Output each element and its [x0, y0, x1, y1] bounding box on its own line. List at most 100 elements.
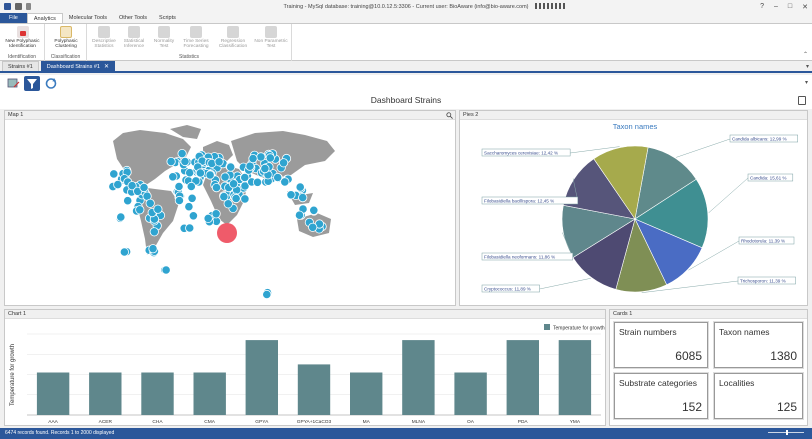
location-marker[interactable] — [286, 190, 296, 200]
bar[interactable] — [245, 340, 278, 415]
bar[interactable] — [402, 340, 435, 415]
location-marker[interactable] — [231, 193, 241, 204]
bar-chart[interactable]: AAA ACER CHA CMA GPYA GPYA+1CaCO3 MA MLNA OA PDA Y… — [5, 320, 605, 426]
location-marker[interactable] — [180, 156, 190, 167]
location-marker[interactable] — [166, 156, 176, 167]
card-localities[interactable]: Localities 125 — [714, 373, 803, 419]
statistical-inference-button[interactable]: Statistical Inference — [119, 26, 149, 49]
location-marker[interactable] — [139, 182, 149, 193]
close-button[interactable]: ✕ — [802, 3, 808, 11]
tab-analytics[interactable]: Analytics — [26, 13, 63, 23]
location-marker[interactable] — [240, 172, 250, 183]
help-button[interactable]: ? — [760, 3, 764, 10]
refresh-button[interactable] — [43, 76, 59, 91]
location-marker[interactable] — [149, 227, 159, 237]
tab-molecular-tools[interactable]: Molecular Tools — [68, 15, 108, 21]
location-marker[interactable] — [174, 181, 184, 192]
doc-tab-strains[interactable]: Strains #1 — [2, 61, 39, 71]
location-marker[interactable] — [168, 172, 178, 182]
location-marker[interactable] — [174, 195, 184, 206]
filter-button[interactable] — [24, 76, 40, 91]
location-marker[interactable] — [188, 211, 198, 221]
location-marker[interactable] — [273, 172, 283, 183]
location-marker[interactable] — [186, 181, 196, 192]
collapse-ribbon-icon[interactable]: ⌃ — [802, 52, 808, 58]
bar[interactable] — [193, 372, 226, 416]
location-marker[interactable] — [220, 172, 230, 182]
tab-file[interactable]: File — [0, 13, 27, 23]
time-series-forecasting-button[interactable]: Time Series Forecasting — [179, 26, 213, 49]
location-marker[interactable] — [119, 247, 130, 257]
zoom-slider[interactable] — [768, 430, 804, 435]
pie-chart[interactable]: Taxon names Candida albicans: 12,99 % Can… — [460, 121, 807, 306]
card-substrate-categories[interactable]: Substrate categories 152 — [614, 373, 708, 419]
location-marker[interactable] — [211, 182, 222, 193]
location-marker[interactable] — [248, 153, 258, 164]
tabs-dropdown-icon[interactable]: ▾ — [805, 64, 809, 70]
polyphasic-clustering-button[interactable]: Polyphasic Clustering — [47, 26, 85, 49]
location-marker[interactable] — [256, 152, 266, 162]
maximize-button[interactable]: □ — [787, 3, 793, 10]
location-marker[interactable] — [185, 223, 195, 233]
customize-icon[interactable] — [26, 3, 31, 10]
location-marker[interactable] — [260, 163, 270, 174]
location-marker[interactable] — [308, 222, 318, 232]
location-marker[interactable] — [252, 177, 263, 187]
app-menu-icon[interactable] — [15, 3, 22, 10]
bar[interactable] — [297, 364, 331, 415]
location-marker[interactable] — [245, 161, 255, 171]
bar[interactable] — [558, 340, 592, 415]
close-tab-icon[interactable]: ✕ — [103, 64, 109, 70]
location-marker[interactable] — [113, 179, 123, 190]
descriptive-statistics-button[interactable]: Descriptive Statistics — [89, 26, 119, 49]
pie-slice[interactable] — [634, 146, 697, 220]
location-marker[interactable] — [123, 196, 133, 206]
zoom-slider-knob[interactable] — [786, 430, 788, 435]
location-marker[interactable] — [177, 148, 187, 159]
bar[interactable] — [141, 372, 174, 416]
new-polyphasic-identification-button[interactable]: New Polyphasic Identification — [2, 26, 43, 49]
location-marker[interactable] — [223, 199, 233, 209]
location-marker[interactable] — [278, 158, 289, 168]
location-marker[interactable] — [187, 193, 197, 203]
minimize-button[interactable]: – — [773, 3, 778, 10]
non-parametric-test-button[interactable]: Non Parametric Test — [253, 26, 289, 49]
location-marker[interactable] — [145, 198, 155, 208]
location-marker[interactable] — [298, 193, 308, 203]
tab-other-tools[interactable]: Other Tools — [119, 15, 148, 21]
location-marker[interactable] — [229, 179, 239, 189]
location-marker[interactable] — [240, 194, 250, 204]
location-marker[interactable] — [205, 170, 215, 180]
bar[interactable] — [89, 372, 122, 416]
location-marker[interactable] — [211, 209, 221, 219]
doc-tab-dashboard-strains[interactable]: Dashboard Strains #1 ✕ — [40, 61, 115, 71]
toolbar-collapse-icon[interactable]: ▾ — [804, 80, 808, 86]
edit-dashboard-button[interactable] — [5, 76, 21, 91]
card-taxon-names[interactable]: Taxon names 1380 — [714, 322, 803, 368]
selected-location-marker[interactable] — [217, 223, 237, 243]
pie-slice[interactable] — [634, 178, 709, 249]
tab-scripts[interactable]: Scripts — [159, 15, 176, 21]
export-icon[interactable] — [798, 96, 806, 105]
location-marker[interactable] — [195, 168, 205, 178]
bar[interactable] — [36, 372, 70, 416]
location-marker[interactable] — [265, 153, 275, 163]
bar[interactable] — [350, 372, 383, 416]
location-marker[interactable] — [295, 182, 305, 192]
bar[interactable] — [454, 372, 487, 416]
location-marker[interactable] — [116, 212, 126, 222]
location-marker[interactable] — [226, 162, 236, 172]
location-marker[interactable] — [148, 244, 158, 254]
location-marker[interactable] — [219, 192, 229, 202]
location-marker[interactable] — [214, 157, 224, 167]
card-strain-numbers[interactable]: Strain numbers 6085 — [614, 322, 708, 368]
location-marker[interactable] — [153, 204, 163, 214]
location-marker[interactable] — [109, 169, 119, 179]
zoom-icon[interactable] — [446, 112, 453, 119]
regression-classification-button[interactable]: Regression Classification — [215, 26, 251, 49]
location-marker[interactable] — [203, 213, 213, 224]
location-marker[interactable] — [280, 177, 290, 187]
location-marker[interactable] — [184, 202, 194, 212]
location-marker[interactable] — [309, 205, 319, 215]
bar[interactable] — [506, 340, 539, 415]
